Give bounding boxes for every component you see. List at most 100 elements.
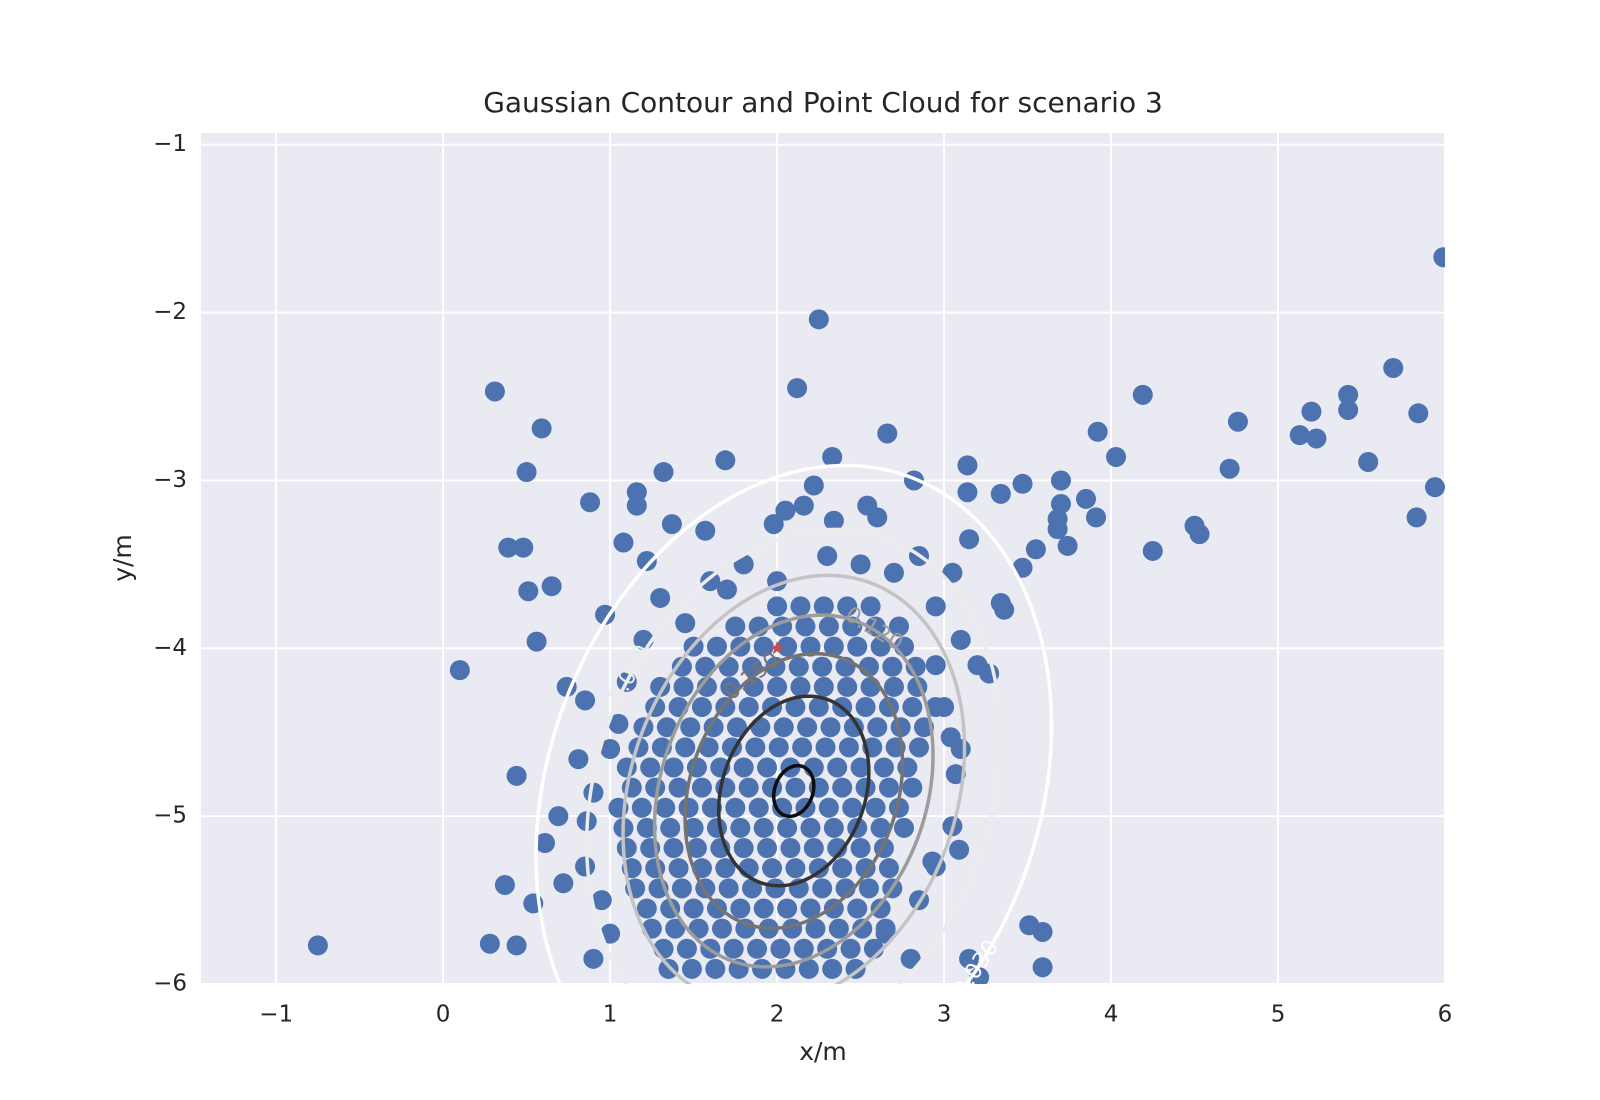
point <box>793 495 814 516</box>
contour-line <box>771 763 816 819</box>
point <box>663 838 684 859</box>
point <box>832 777 853 798</box>
point <box>526 631 547 652</box>
point <box>837 676 858 697</box>
y-tick-label: −2 <box>153 299 187 325</box>
point <box>658 958 679 979</box>
point <box>583 948 604 969</box>
point <box>959 529 980 550</box>
point <box>840 938 861 959</box>
point <box>867 717 888 738</box>
point <box>785 858 806 879</box>
point <box>1408 403 1429 424</box>
point <box>772 797 793 818</box>
point <box>718 878 739 899</box>
contour-line <box>584 527 1003 984</box>
point <box>765 878 786 899</box>
x-tick-label: 6 <box>1438 1002 1453 1028</box>
point <box>768 737 789 758</box>
x-tick-label: −1 <box>259 1002 293 1028</box>
point <box>568 749 589 770</box>
y-tick-label: −5 <box>153 803 187 829</box>
point <box>909 737 930 758</box>
point <box>847 898 868 919</box>
point <box>850 838 871 859</box>
point <box>837 596 858 617</box>
contour-line <box>652 613 935 969</box>
point-cloud <box>307 247 1445 984</box>
point <box>738 777 759 798</box>
grid <box>201 133 1446 985</box>
x-tick-label: 2 <box>770 1002 785 1028</box>
point <box>748 797 769 818</box>
point <box>790 676 811 697</box>
x-tick-label: 3 <box>937 1002 952 1028</box>
point <box>770 938 791 959</box>
point <box>711 918 732 939</box>
point <box>1032 957 1053 978</box>
point <box>878 858 899 879</box>
point <box>785 697 806 718</box>
point <box>695 520 716 541</box>
point <box>823 510 844 531</box>
point <box>753 636 774 657</box>
point <box>753 817 774 838</box>
point <box>683 898 704 919</box>
point <box>663 757 684 778</box>
point <box>575 856 596 877</box>
point <box>994 599 1015 620</box>
point <box>787 378 808 399</box>
point <box>1047 519 1068 540</box>
point <box>798 958 819 979</box>
point <box>950 629 971 650</box>
point <box>867 507 888 528</box>
point <box>827 757 848 778</box>
point <box>742 878 763 899</box>
point <box>990 483 1011 504</box>
point <box>715 858 736 879</box>
point <box>832 858 853 879</box>
point <box>757 838 778 859</box>
point <box>805 918 826 939</box>
point <box>506 765 527 786</box>
y-tick-label: −1 <box>153 131 187 157</box>
point <box>785 777 806 798</box>
point <box>1132 384 1153 405</box>
point <box>636 817 657 838</box>
point <box>655 797 676 818</box>
point <box>613 532 634 553</box>
point <box>1025 539 1046 560</box>
point <box>793 938 814 959</box>
point <box>808 309 829 330</box>
point <box>902 697 923 718</box>
point <box>752 958 773 979</box>
point <box>950 739 971 760</box>
point <box>700 571 721 592</box>
point <box>595 604 616 625</box>
point <box>842 797 863 818</box>
point <box>957 482 978 503</box>
point <box>1406 507 1427 528</box>
point <box>494 874 515 895</box>
point <box>680 717 701 738</box>
point <box>813 596 834 617</box>
point <box>1289 425 1310 446</box>
point <box>850 554 871 575</box>
point <box>800 636 821 657</box>
point <box>877 423 898 444</box>
x-axis-label: x/m <box>799 1037 847 1066</box>
point <box>730 817 751 838</box>
point <box>773 717 794 738</box>
point <box>808 697 829 718</box>
point <box>780 838 801 859</box>
point <box>777 636 798 657</box>
point <box>813 676 834 697</box>
point <box>828 918 849 939</box>
point <box>675 737 696 758</box>
point <box>865 797 886 818</box>
point <box>893 817 914 838</box>
point <box>767 596 788 617</box>
x-tick-label: 5 <box>1271 1002 1286 1028</box>
